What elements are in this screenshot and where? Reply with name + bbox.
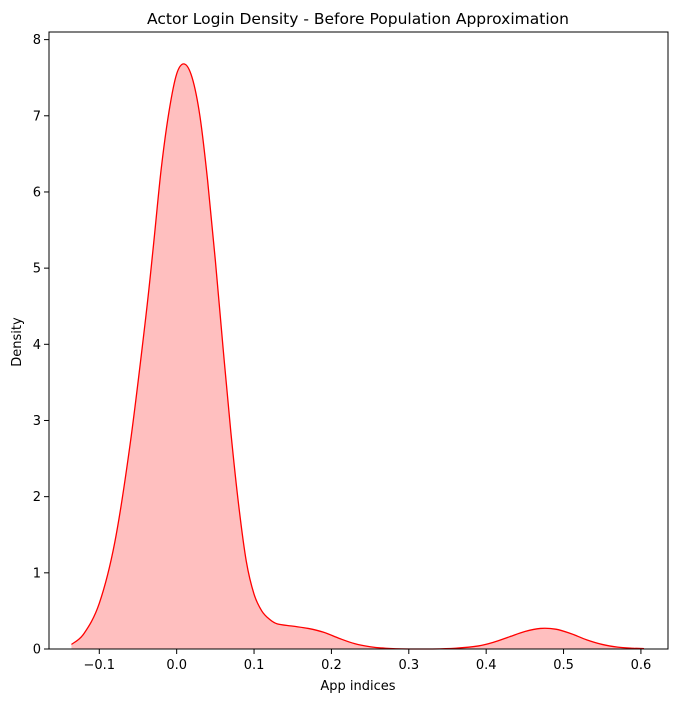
- x-tick-label: −0.1: [84, 658, 116, 673]
- plot-area: [71, 63, 645, 650]
- y-tick-label: 3: [33, 414, 41, 429]
- density-area-fill: [71, 63, 645, 649]
- y-tick-label: 5: [33, 262, 41, 277]
- x-tick-label: 0.5: [553, 658, 574, 673]
- x-axis: −0.1 0.0 0.1 0.2 0.3 0.4 0.5 0.6: [84, 649, 652, 673]
- y-axis: 0 1 2 3 4 5 6 7 8: [33, 33, 49, 658]
- y-tick-label: 1: [33, 566, 41, 581]
- y-tick-label: 7: [33, 109, 41, 124]
- x-tick-label: 0.3: [398, 658, 419, 673]
- x-axis-label: App indices: [320, 679, 395, 694]
- x-tick-label: 0.1: [244, 658, 265, 673]
- y-tick-label: 8: [33, 33, 41, 48]
- y-tick-label: 0: [33, 643, 41, 658]
- plot-frame: [48, 31, 669, 650]
- x-tick-label: 0.6: [631, 658, 652, 673]
- density-curve-line: [71, 63, 645, 650]
- x-tick-label: 0.4: [476, 658, 497, 673]
- y-tick-label: 4: [33, 338, 41, 353]
- x-tick-label: 0.0: [166, 658, 187, 673]
- x-tick-label: 0.2: [321, 658, 342, 673]
- y-tick-label: 2: [33, 490, 41, 505]
- chart-title: Actor Login Density - Before Population …: [147, 10, 569, 28]
- y-tick-label: 6: [33, 185, 41, 200]
- y-axis-label: Density: [10, 317, 25, 367]
